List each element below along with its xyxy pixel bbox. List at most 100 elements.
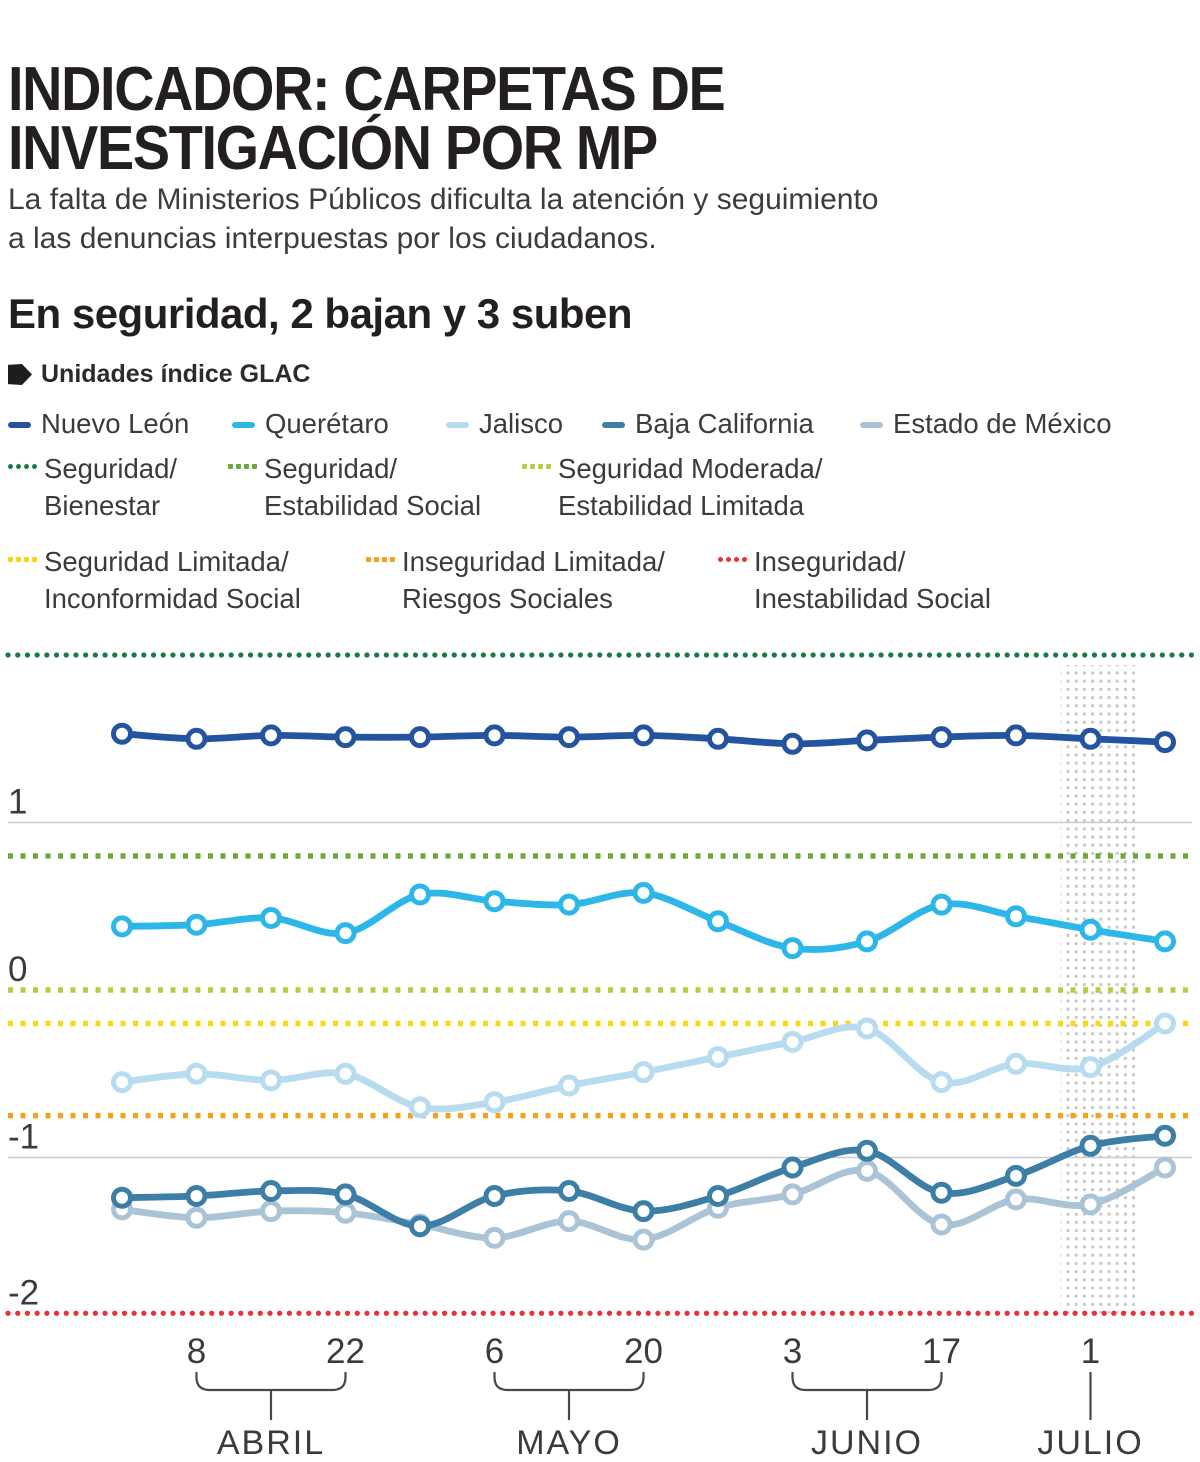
- data-point-Nuevo León: [930, 726, 953, 749]
- subtitle-line1: La falta de Ministerios Públicos dificul…: [8, 183, 879, 216]
- data-point-Nuevo León: [1005, 724, 1027, 747]
- section-title: En seguridad, 2 bajan y 3 suben: [8, 290, 633, 337]
- data-point-Jalisco: [111, 1071, 133, 1094]
- x-axis-tick: 6: [485, 1332, 504, 1371]
- data-point-Jalisco: [781, 1030, 804, 1053]
- series-label: Querétaro: [265, 408, 389, 439]
- threshold-label: Inseguridad/Inestabilidad Social: [754, 546, 991, 614]
- data-point-Nuevo León: [707, 727, 729, 750]
- legend-item-seguridad-estabilidad: Seguridad/Estabilidad Social: [228, 450, 481, 524]
- data-point-Jalisco: [483, 1091, 506, 1114]
- series-swatch-icon: [8, 422, 31, 428]
- series-label: Baja California: [635, 408, 814, 439]
- data-point-Nuevo León: [260, 724, 282, 747]
- data-point-Jalisco: [1079, 1056, 1102, 1079]
- series-label: Nuevo León: [41, 408, 190, 439]
- data-point-Baja California: [260, 1180, 282, 1202]
- month-label: JULIO: [1037, 1424, 1143, 1462]
- x-axis-tick: 1: [1081, 1332, 1100, 1371]
- data-point-Nuevo León: [632, 724, 655, 747]
- data-point-Jalisco: [260, 1069, 282, 1092]
- data-point-Baja California: [1079, 1134, 1102, 1157]
- subtitle-line2: a las denuncias interpuestas por los ciu…: [8, 222, 657, 255]
- data-point-Estado de México: [1079, 1193, 1102, 1216]
- series-label: Jalisco: [479, 408, 564, 439]
- data-point-Querétaro: [558, 893, 580, 916]
- legend-item-seguridad-bienestar: Seguridad/Bienestar: [8, 450, 177, 524]
- data-point-Querétaro: [111, 915, 133, 938]
- data-point-Estado de México: [185, 1206, 208, 1229]
- data-point-Nuevo León: [185, 727, 208, 750]
- data-point-Querétaro: [632, 881, 655, 904]
- data-point-Nuevo León: [111, 722, 133, 745]
- threshold-label: Inseguridad Limitada/Riesgos Sociales: [402, 546, 665, 614]
- data-point-Jalisco: [1005, 1052, 1027, 1075]
- x-axis-tick: 22: [326, 1332, 365, 1371]
- legend-item-inseguridad-limitada: Inseguridad Limitada/Riesgos Sociales: [366, 543, 665, 617]
- data-point-Baja California: [1154, 1124, 1176, 1147]
- y-axis-label: -1: [8, 1118, 39, 1157]
- month-label: ABRIL: [217, 1424, 325, 1462]
- dotted-line-swatch-icon: [366, 557, 395, 562]
- y-axis-label: -2: [8, 1273, 39, 1312]
- y-axis-label: 0: [8, 950, 27, 989]
- data-point-Nuevo León: [1154, 731, 1176, 754]
- dotted-line-swatch-icon: [8, 557, 37, 562]
- data-point-Estado de México: [781, 1183, 804, 1206]
- chart-svg: 1 0 -1 -2 8 22 6 20 3 17 1 ABRIL MAYO JUNIO JULIO: [5, 652, 1195, 1462]
- legend-item-seguridad-limitada: Seguridad Limitada/Inconformidad Social: [8, 543, 301, 617]
- data-point-Nuevo León: [409, 726, 431, 749]
- data-point-Jalisco: [558, 1074, 580, 1097]
- data-point-Querétaro: [409, 883, 431, 906]
- page-title: INDICADOR: CARPETAS DE INVESTIGACIÓN POR…: [8, 58, 726, 179]
- data-point-Jalisco: [409, 1096, 431, 1119]
- data-point-Baja California: [707, 1185, 729, 1207]
- data-point-Estado de México: [1005, 1188, 1027, 1211]
- data-point-Nuevo León: [1079, 727, 1102, 750]
- data-point-Baja California: [558, 1180, 580, 1202]
- data-point-Querétaro: [856, 930, 878, 953]
- data-point-Nuevo León: [558, 726, 580, 749]
- legend-item-jalisco: Jalisco: [446, 408, 563, 440]
- data-point-Baja California: [334, 1183, 357, 1206]
- month-bracket: [195, 1372, 347, 1420]
- series-legend: Nuevo León Querétaro Jalisco Baja Califo…: [0, 408, 1200, 448]
- data-point-Nuevo León: [856, 729, 878, 752]
- data-point-Jalisco: [856, 1017, 878, 1040]
- month-label: JUNIO: [811, 1424, 923, 1462]
- unit-row: Unidades índice GLAC: [8, 360, 310, 389]
- data-point-Baja California: [185, 1185, 208, 1207]
- data-point-Baja California: [856, 1139, 878, 1162]
- data-point-Querétaro: [483, 890, 506, 913]
- data-point-Baja California: [781, 1156, 804, 1179]
- series-swatch-icon: [602, 422, 625, 428]
- legend-item-estado-de-mexico: Estado de México: [860, 408, 1112, 440]
- legend-item-seguridad-moderada: Seguridad Moderada/Estabilidad Limitada: [522, 450, 823, 524]
- data-point-Jalisco: [632, 1061, 655, 1084]
- legend-item-queretaro: Querétaro: [232, 408, 389, 440]
- data-point-Nuevo León: [781, 732, 804, 755]
- threshold-label: Seguridad Moderada/Estabilidad Limitada: [558, 453, 823, 521]
- threshold-label: Seguridad Limitada/Inconformidad Social: [44, 546, 301, 614]
- x-axis-tick: 3: [783, 1332, 802, 1371]
- series-swatch-icon: [446, 422, 469, 428]
- page-title-line1: INDICADOR: CARPETAS DE: [8, 54, 726, 124]
- data-point-Estado de México: [483, 1226, 506, 1249]
- data-point-Querétaro: [185, 913, 208, 936]
- data-point-Jalisco: [185, 1062, 208, 1085]
- series-line-Estado de México: [118, 1164, 1169, 1244]
- data-point-Estado de México: [334, 1201, 357, 1224]
- legend-item-nuevo-leon: Nuevo León: [8, 408, 189, 440]
- data-point-Baja California: [632, 1200, 655, 1223]
- data-point-Baja California: [409, 1215, 431, 1238]
- data-point-Estado de México: [558, 1210, 580, 1233]
- tag-arrow-icon: [8, 364, 32, 385]
- month-bracket: [791, 1372, 943, 1420]
- data-point-Querétaro: [707, 910, 729, 933]
- data-point-Estado de México: [260, 1200, 282, 1223]
- data-point-Querétaro: [781, 937, 804, 960]
- legend-item-inseguridad: Inseguridad/Inestabilidad Social: [718, 543, 991, 617]
- dotted-line-swatch-icon: [8, 464, 37, 469]
- data-point-Querétaro: [1079, 918, 1102, 941]
